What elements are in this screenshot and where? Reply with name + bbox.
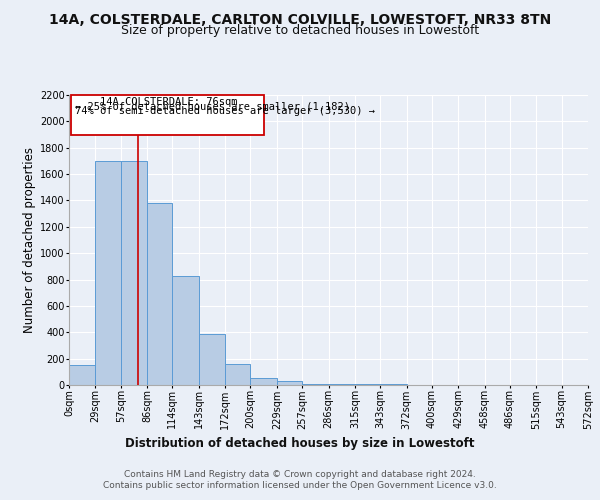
Bar [95,161,121,385]
Text: Size of property relative to detached houses in Lowestoft: Size of property relative to detached ho… [121,24,479,37]
Text: 14A, COLSTERDALE, CARLTON COLVILLE, LOWESTOFT, NR33 8TN: 14A, COLSTERDALE, CARLTON COLVILLE, LOWE… [49,12,551,26]
Bar [225,364,250,385]
FancyBboxPatch shape [71,95,264,135]
Y-axis label: Number of detached properties: Number of detached properties [23,147,36,333]
Bar [69,365,95,385]
Bar [147,203,172,385]
Bar [380,384,407,385]
Bar [355,384,380,385]
Text: 74% of semi-detached houses are larger (3,530) →: 74% of semi-detached houses are larger (… [76,106,376,116]
Bar [250,378,277,385]
Text: ← 25% of detached houses are smaller (1,182): ← 25% of detached houses are smaller (1,… [76,102,350,112]
Bar [302,384,329,385]
Bar [329,384,355,385]
Bar [277,381,302,385]
Text: 14A COLSTERDALE: 76sqm: 14A COLSTERDALE: 76sqm [100,97,238,107]
Text: Distribution of detached houses by size in Lowestoft: Distribution of detached houses by size … [125,438,475,450]
Text: Contains public sector information licensed under the Open Government Licence v3: Contains public sector information licen… [103,481,497,490]
Text: Contains HM Land Registry data © Crown copyright and database right 2024.: Contains HM Land Registry data © Crown c… [124,470,476,479]
Bar [172,276,199,385]
Bar [199,334,225,385]
Bar [121,161,147,385]
